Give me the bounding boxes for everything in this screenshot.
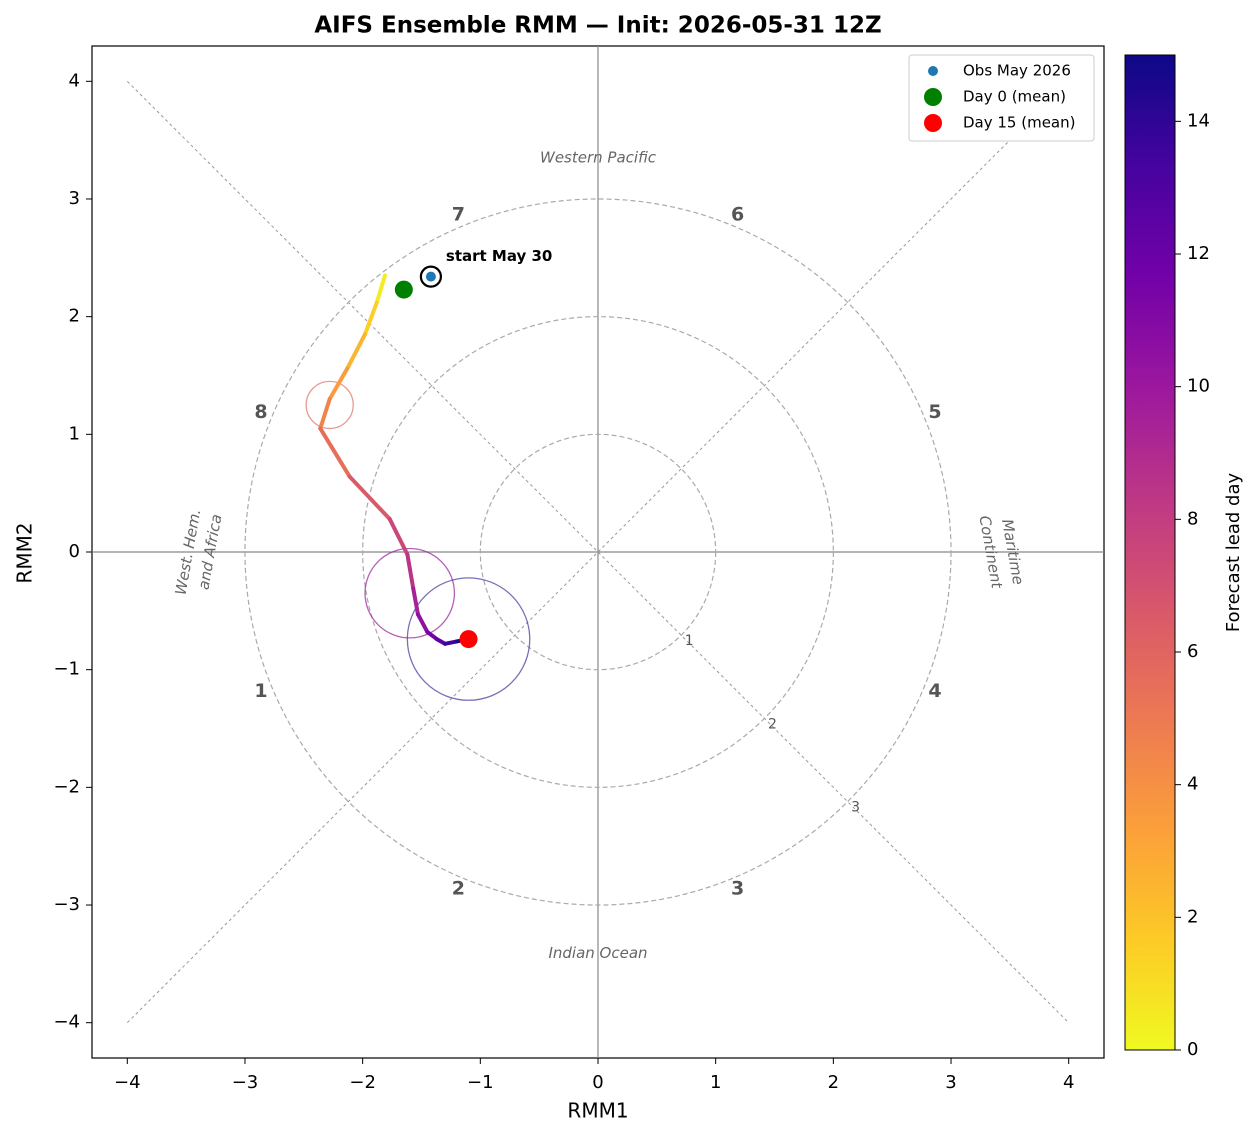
- mean-track: [347, 474, 392, 522]
- y-axis-label: RMM2: [13, 522, 37, 583]
- y-tick-label: 3: [69, 188, 80, 209]
- mean-track: [374, 273, 388, 305]
- phase-label: 6: [731, 203, 744, 225]
- spread-circle: [364, 547, 456, 639]
- amplitude-ring: [362, 316, 834, 788]
- ring-label: 3: [851, 800, 860, 816]
- mean-track: [405, 552, 416, 591]
- phase-label: 4: [928, 680, 941, 702]
- legend-box: [908, 54, 1095, 142]
- legend-marker: [928, 66, 938, 76]
- point: [394, 280, 413, 299]
- y-tick-label: 0: [69, 541, 80, 562]
- x-tick-label: −2: [349, 1072, 376, 1093]
- y-tick-label: 2: [69, 306, 80, 327]
- spread-circle: [406, 577, 531, 701]
- legend-label: Day 15 (mean): [963, 114, 1076, 132]
- colorbar-tick-label: 12: [1187, 243, 1210, 264]
- x-tick-label: 4: [1063, 1072, 1074, 1093]
- x-tick-label: −4: [114, 1072, 141, 1093]
- obs-ring: [419, 265, 443, 288]
- mean-track: [345, 332, 368, 371]
- phase-label: 1: [254, 680, 267, 702]
- colorbar-tick-label: 8: [1187, 508, 1198, 529]
- annotation: start May 30: [446, 247, 552, 265]
- y-tick-label: 1: [69, 423, 80, 444]
- point: [459, 630, 478, 649]
- region-label: Western Pacific: [540, 148, 657, 166]
- x-tick-label: 3: [945, 1072, 956, 1093]
- colorbar-tick-label: 0: [1187, 1039, 1198, 1060]
- mean-track: [411, 586, 420, 617]
- chart-title: AIFS Ensemble RMM — Init: 2026-05-31 12Z: [314, 13, 881, 39]
- ring-label: 1: [685, 633, 694, 649]
- y-tick-label: −1: [53, 659, 80, 680]
- mean-track: [387, 517, 410, 557]
- x-axis-label: RMM1: [567, 1099, 628, 1123]
- y-tick-label: −4: [53, 1012, 80, 1033]
- colorbar-tick-label: 10: [1187, 376, 1210, 397]
- phase-label: 2: [452, 878, 465, 900]
- region-label: Indian Ocean: [548, 944, 647, 962]
- colorbar-tick-label: 2: [1187, 906, 1198, 927]
- mean-track: [318, 397, 332, 431]
- legend-label: Day 0 (mean): [963, 88, 1066, 106]
- legend-marker: [924, 114, 942, 132]
- amplitude-ring: [479, 433, 717, 671]
- x-tick-label: 1: [710, 1072, 721, 1093]
- colorbar-tick-label: 4: [1187, 774, 1198, 795]
- point: [425, 271, 436, 282]
- phase-label: 7: [452, 203, 465, 225]
- y-tick-label: −3: [53, 894, 80, 915]
- colorbar: [1124, 54, 1176, 1051]
- phase-label: 5: [928, 401, 941, 423]
- mean-track: [327, 366, 350, 402]
- colorbar-tick-label: 14: [1187, 110, 1210, 131]
- colorbar-label: Forecast lead day: [1223, 473, 1244, 633]
- x-tick-label: 2: [828, 1072, 839, 1093]
- mean-track: [363, 300, 379, 337]
- phase-label: 8: [254, 401, 267, 423]
- x-tick-label: −1: [467, 1072, 494, 1093]
- x-tick-label: −3: [232, 1072, 259, 1093]
- mean-track: [318, 426, 352, 479]
- x-tick-label: 0: [592, 1072, 603, 1093]
- colorbar-tick-label: 6: [1187, 641, 1198, 662]
- phase-label: 3: [731, 878, 744, 900]
- amplitude-ring: [244, 198, 952, 906]
- y-tick-label: −2: [53, 776, 80, 797]
- mean-track: [415, 612, 430, 635]
- legend-label: Obs May 2026: [963, 62, 1071, 80]
- y-tick-label: 4: [69, 70, 80, 91]
- spread-circle: [305, 380, 354, 430]
- legend-marker: [924, 88, 942, 106]
- ring-label: 2: [768, 716, 777, 732]
